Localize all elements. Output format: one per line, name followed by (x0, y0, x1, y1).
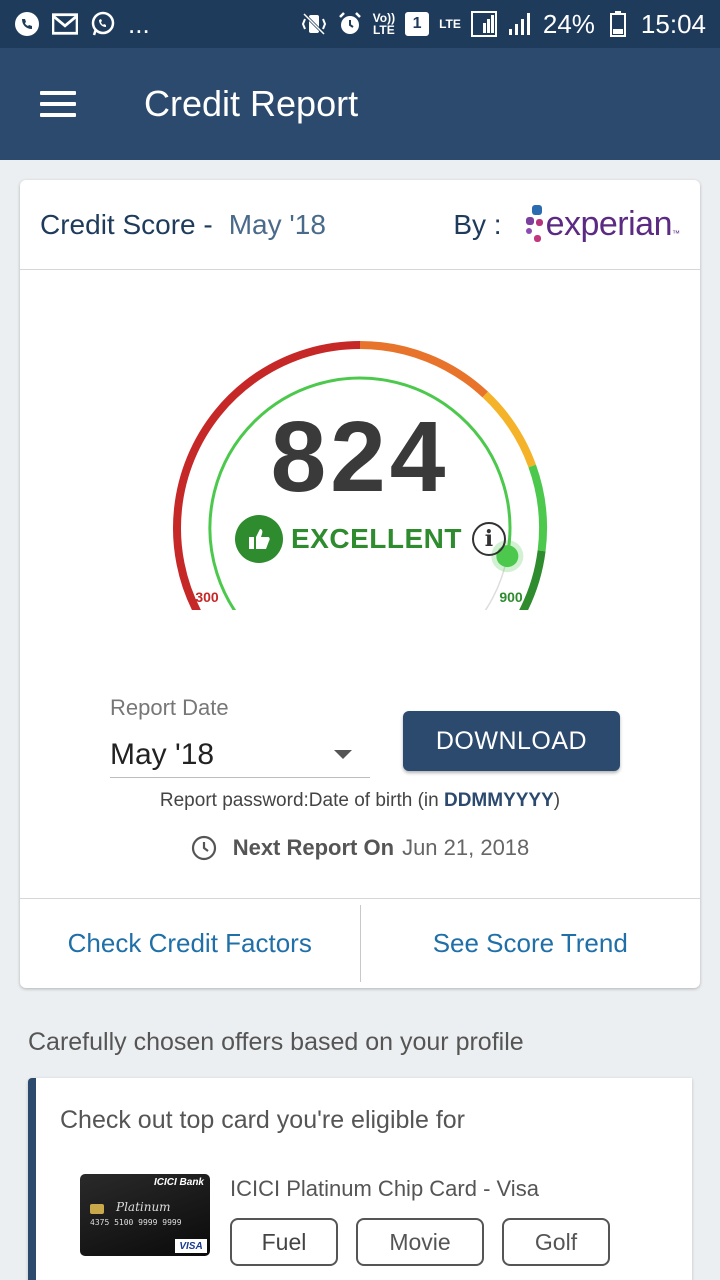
card-number: 4375 5100 9999 9999 (90, 1218, 182, 1227)
score-gauge: 300 900 (173, 341, 548, 610)
gauge-segment-yellow (482, 391, 536, 468)
score-card-actions: Check Credit Factors See Score Trend (20, 898, 700, 988)
password-format: DDMMYYYY (443, 790, 554, 811)
card-chip (90, 1204, 104, 1214)
tag-fuel[interactable]: Fuel (230, 1218, 338, 1266)
hamburger-menu-icon[interactable] (40, 91, 76, 117)
credit-card-image: ICICI Bank Platinum 4375 5100 9999 9999 … (80, 1174, 210, 1256)
dropdown-arrow-icon (334, 750, 352, 759)
info-icon[interactable]: i (471, 522, 506, 556)
tag-golf[interactable]: Golf (502, 1218, 610, 1266)
battery-percent: 24% (542, 8, 595, 39)
by-label: By : (453, 208, 502, 240)
offers-section-title: Carefully chosen offers based on your pr… (28, 1028, 524, 1056)
gmail-icon (52, 11, 78, 37)
experian-dots-icon (524, 203, 546, 247)
credit-score-card: Credit Score - May '18 By : experian ™ 3… (20, 180, 700, 988)
card-name: ICICI Platinum Chip Card - Visa (230, 1176, 539, 1201)
report-date-value: May '18 (110, 737, 215, 771)
clock-icon (191, 835, 216, 861)
app-bar: Credit Report (0, 48, 720, 160)
gauge-max-label: 900 (499, 589, 523, 605)
score-rating: EXCELLENT i (235, 515, 506, 563)
next-report-date: Jun 21, 2018 (402, 835, 530, 860)
signal-roaming-icon (470, 11, 497, 37)
report-date-select[interactable]: May '18 (110, 732, 370, 778)
phone-call-icon (14, 11, 40, 37)
credit-score-date: May '18 (228, 208, 326, 240)
gauge-progress (208, 376, 512, 610)
card-feature-tags: Fuel Movie Golf (230, 1218, 610, 1266)
card-offer[interactable]: Check out top card you're eligible for I… (28, 1078, 692, 1280)
tag-movie[interactable]: Movie (356, 1218, 484, 1266)
vibrate-mute-icon (301, 11, 327, 37)
card-bank-name: ICICI Bank (153, 1177, 204, 1188)
download-button[interactable]: DOWNLOAD (403, 711, 620, 771)
visa-logo: VISA (175, 1239, 207, 1253)
experian-wordmark: experian (545, 205, 673, 243)
report-date-label: Report Date (110, 695, 229, 720)
see-score-trend-link[interactable]: See Score Trend (432, 928, 628, 958)
rating-label: EXCELLENT (291, 523, 462, 554)
signal-icon (507, 11, 533, 37)
next-report-label: Next Report On (232, 835, 395, 860)
card-tier: Platinum (116, 1200, 171, 1214)
divider (359, 905, 361, 982)
gauge-segment-red (173, 341, 361, 610)
score-marker (496, 545, 519, 568)
next-report-info: Next Report On Jun 21, 2018 (20, 835, 700, 861)
status-bar: ... Vo)) LTE 1 LTE 24% 15:04 (0, 0, 720, 48)
gauge-segment-green (528, 464, 548, 552)
credit-score-label: Credit Score - (40, 208, 213, 240)
report-password-note: Report password:Date of birth (in DDMMYY… (159, 790, 561, 811)
volte-indicator: Vo)) LTE (372, 11, 396, 37)
gauge-min-label: 300 (195, 589, 219, 605)
thumbs-up-icon (235, 515, 283, 563)
credit-score-value: 824 (270, 401, 450, 513)
clock-time: 15:04 (640, 8, 706, 39)
check-credit-factors-link[interactable]: Check Credit Factors (67, 928, 312, 958)
gauge-segment-orange (359, 341, 489, 398)
sim-1-badge: 1 (405, 12, 430, 36)
credit-score-header: Credit Score - May '18 By : experian ™ (20, 180, 700, 270)
gauge-segment-dark-green (519, 550, 546, 610)
alarm-icon (337, 11, 363, 37)
battery-icon (605, 11, 631, 37)
experian-logo: experian ™ (524, 203, 680, 247)
page-title: Credit Report (144, 83, 359, 124)
experian-trademark: ™ (672, 229, 680, 238)
lte-indicator: LTE (439, 17, 461, 31)
more-notifications: ... (128, 8, 150, 39)
whatsapp-icon (90, 11, 116, 37)
offer-card-title: Check out top card you're eligible for (60, 1106, 465, 1134)
